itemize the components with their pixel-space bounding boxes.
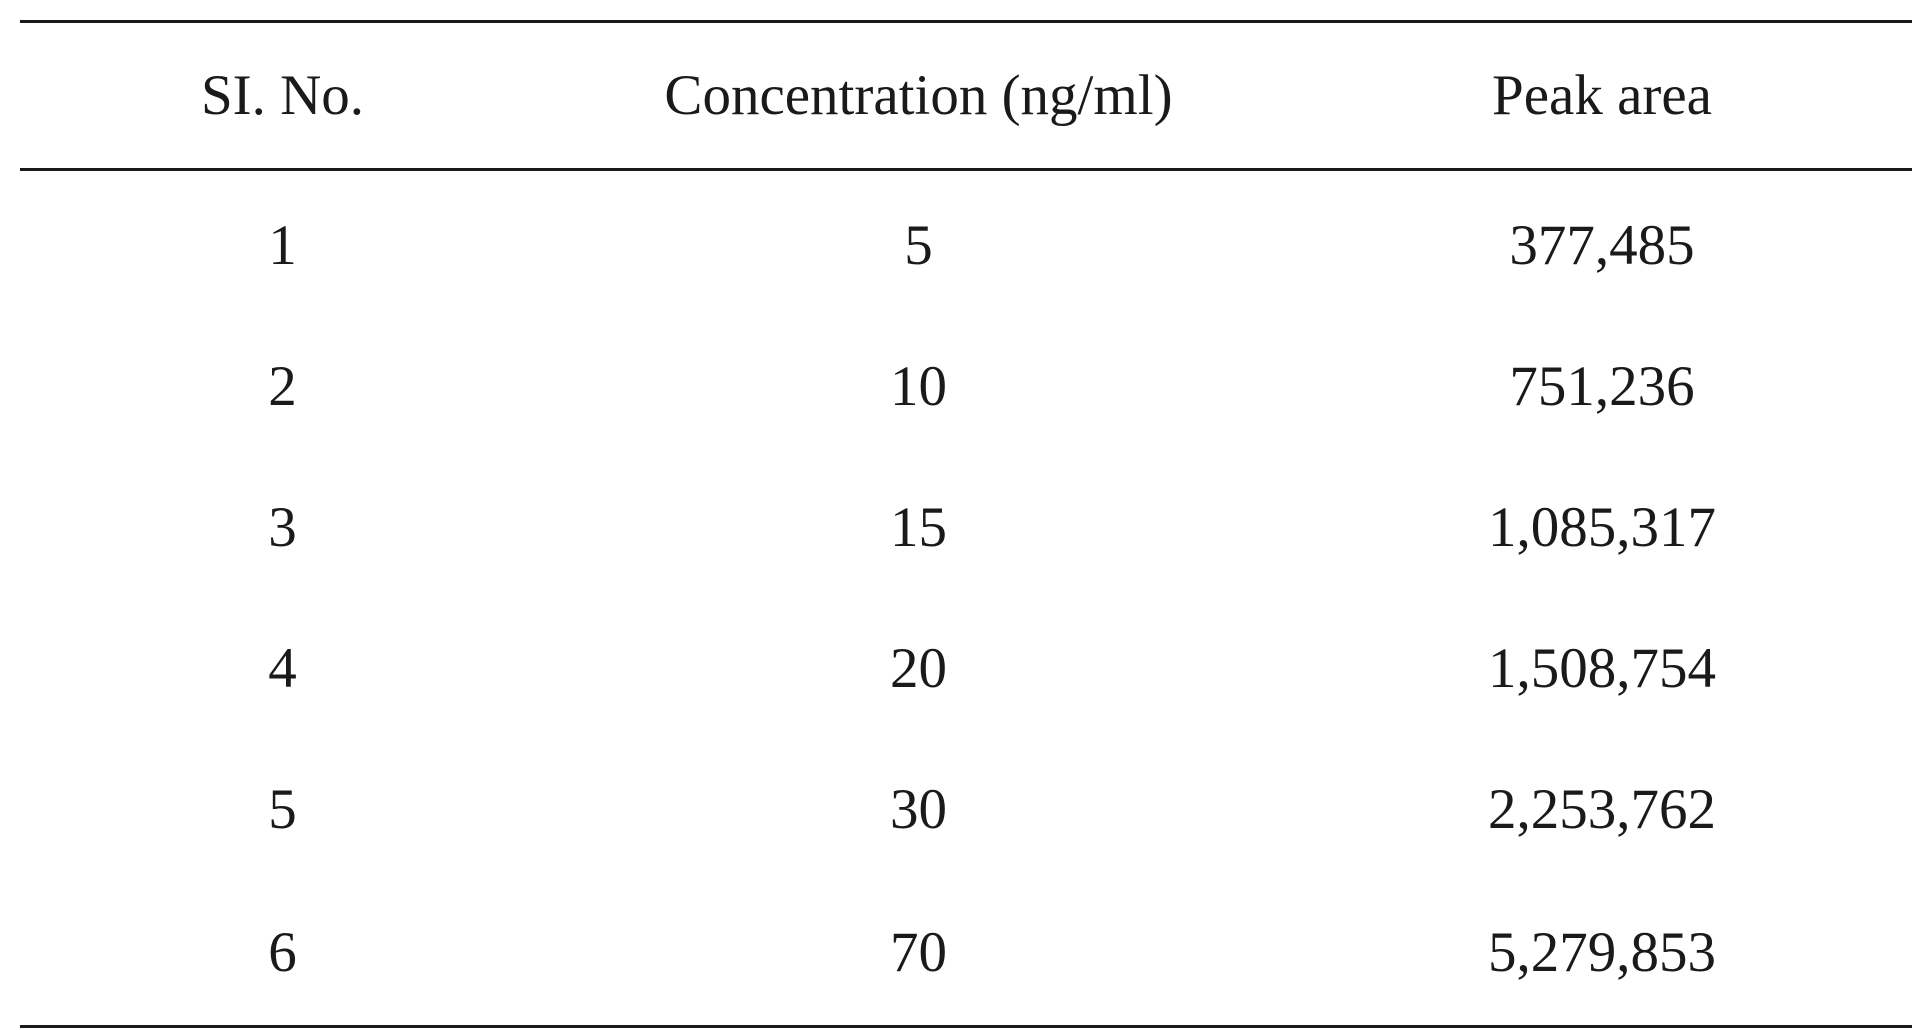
table-row: 4 20 1,508,754 [20,598,1912,739]
table-row: 3 15 1,085,317 [20,457,1912,598]
cell-peak-area: 5,279,853 [1292,880,1912,1028]
calibration-table: SI. No. Concentration (ng/ml) Peak area … [20,20,1912,1028]
cell-sl-no: 2 [268,355,297,418]
table-row: 1 5 377,485 [20,170,1912,317]
data-table-container: SI. No. Concentration (ng/ml) Peak area … [20,20,1912,1028]
cell-concentration: 70 [545,880,1292,1028]
table-row: 2 10 751,236 [20,316,1912,457]
table-header: SI. No. Concentration (ng/ml) Peak area [20,20,1912,171]
cell-concentration: 10 [890,355,947,418]
table-row: 6 70 5,279,853 [20,880,1912,1028]
header-sl-no: SI. No. [20,20,545,171]
cell-sl-no: 5 [268,778,297,841]
cell-peak-area: 1,508,754 [1488,637,1716,700]
cell-peak-area: 2,253,762 [1488,778,1716,841]
table-row: 5 30 2,253,762 [20,739,1912,880]
table-body: 1 5 377,485 2 10 751,236 3 15 1,085,317 … [20,170,1912,1028]
cell-peak-area: 751,236 [1509,355,1695,418]
cell-concentration: 15 [890,496,947,559]
cell-concentration: 20 [890,637,947,700]
cell-sl-no: 4 [268,637,297,700]
header-peak-area: Peak area [1292,20,1912,171]
cell-sl-no: 1 [268,214,297,277]
cell-peak-area: 377,485 [1509,214,1695,277]
header-concentration: Concentration (ng/ml) [545,20,1292,171]
cell-concentration: 5 [904,214,933,277]
cell-concentration: 30 [890,778,947,841]
cell-sl-no: 3 [268,496,297,559]
header-row: SI. No. Concentration (ng/ml) Peak area [20,20,1912,171]
cell-sl-no: 6 [20,880,545,1028]
cell-peak-area: 1,085,317 [1488,496,1716,559]
